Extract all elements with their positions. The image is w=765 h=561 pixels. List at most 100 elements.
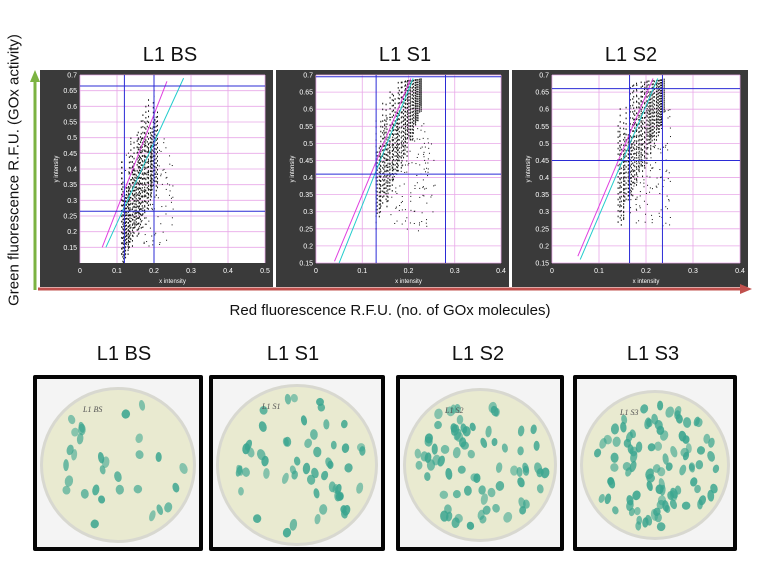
data-point [408, 131, 410, 134]
data-point [390, 116, 392, 118]
data-point [157, 182, 159, 184]
data-point [147, 208, 149, 210]
y-tick-label: 0.15 [535, 261, 549, 268]
data-point [629, 92, 631, 95]
data-point [389, 96, 391, 99]
data-point [620, 181, 622, 184]
data-point [632, 146, 634, 148]
data-point [399, 205, 401, 207]
data-point [392, 146, 394, 149]
data-point [396, 122, 398, 125]
data-point [623, 217, 625, 219]
data-point [150, 152, 152, 154]
data-point [142, 226, 144, 228]
x-axis-title: x intensity [633, 279, 660, 285]
data-point [385, 181, 387, 184]
data-point [128, 193, 130, 195]
data-point [387, 182, 389, 184]
data-point [407, 83, 409, 86]
data-point [148, 142, 150, 144]
data-point [137, 205, 139, 208]
data-point [389, 175, 391, 178]
data-point [130, 141, 132, 143]
data-point [126, 212, 128, 214]
data-point [150, 186, 152, 188]
data-point [634, 169, 636, 172]
data-point [625, 171, 627, 174]
data-point [129, 220, 131, 223]
data-point [403, 105, 405, 108]
data-point [144, 156, 146, 158]
data-point [646, 96, 648, 98]
data-point [143, 177, 145, 179]
data-point [392, 134, 394, 136]
data-point [662, 146, 664, 148]
data-point [655, 108, 657, 110]
data-point [376, 208, 378, 211]
data-point [380, 180, 382, 182]
data-point [133, 200, 135, 202]
data-point [651, 219, 653, 221]
data-point [425, 162, 427, 164]
data-point [122, 200, 124, 202]
data-point [401, 130, 403, 133]
data-point [388, 151, 390, 153]
data-point [397, 102, 399, 105]
data-point [409, 132, 411, 134]
scatter-panel-s2: 0 0.1 0.2 0.3 0.4 0.15 0.2 0.25 0.3 0.35 0.4 0.45 0.… [512, 70, 748, 287]
x-tick-label: 0.2 [641, 268, 651, 275]
data-point [639, 207, 641, 209]
data-point [385, 131, 387, 134]
chart-title-bs: L1 BS [142, 44, 198, 66]
data-point [396, 115, 398, 117]
data-point [642, 85, 644, 88]
data-point [628, 150, 630, 153]
data-point [386, 159, 388, 161]
data-point [417, 79, 419, 81]
data-point [404, 110, 406, 113]
data-point [148, 149, 150, 151]
data-point [627, 187, 629, 190]
data-point [141, 209, 143, 212]
data-point [157, 181, 159, 183]
data-point [155, 125, 157, 128]
data-point [632, 130, 634, 132]
data-point [627, 149, 629, 151]
data-point [123, 257, 125, 260]
data-point [653, 134, 655, 137]
data-point [400, 161, 402, 164]
data-point [398, 118, 400, 121]
data-point [422, 186, 424, 188]
data-point [145, 172, 147, 175]
data-point [403, 142, 405, 144]
data-point [150, 195, 152, 198]
colony [675, 414, 683, 424]
data-point [380, 190, 382, 192]
data-point [636, 136, 638, 139]
data-point [150, 183, 152, 185]
data-point [394, 137, 396, 140]
data-point [121, 199, 123, 201]
data-point [158, 165, 160, 167]
data-point [149, 189, 151, 192]
data-point [427, 175, 429, 177]
data-point [412, 104, 414, 106]
data-point [623, 191, 625, 194]
data-point [397, 169, 399, 172]
data-point [122, 242, 124, 244]
colony [440, 444, 450, 454]
data-point [657, 121, 659, 124]
data-point [141, 177, 143, 180]
data-point [136, 199, 138, 202]
y-tick-label: 0.45 [63, 151, 77, 158]
colony [71, 427, 79, 437]
data-point [619, 149, 621, 152]
data-point [620, 148, 622, 151]
data-point [412, 95, 414, 97]
data-point [644, 157, 646, 159]
data-point [625, 187, 627, 190]
data-point [133, 170, 135, 172]
data-point [624, 152, 626, 155]
data-point [121, 166, 123, 169]
data-point [415, 92, 417, 95]
